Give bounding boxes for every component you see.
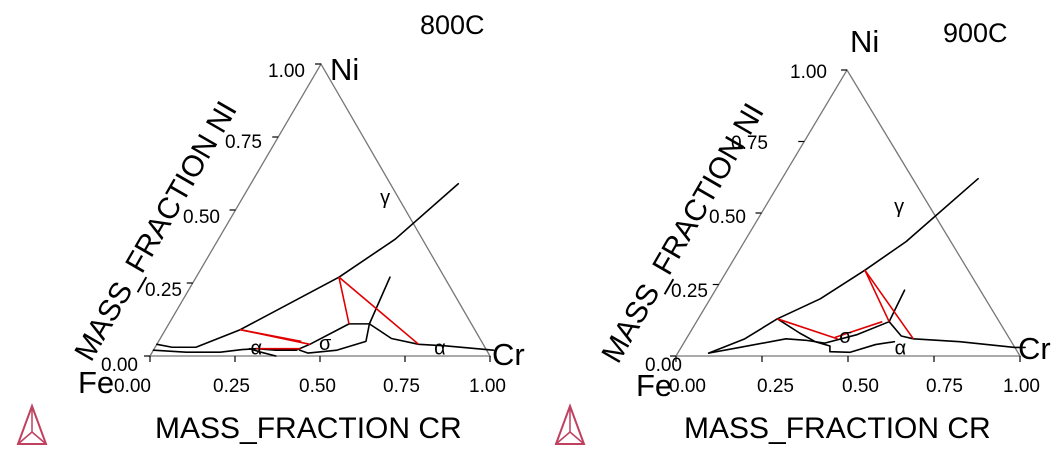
- phase-boundary-line: [298, 323, 371, 354]
- logo-icon: [16, 403, 48, 445]
- y-axis-label: MASS_FRACTION NI: [68, 96, 243, 367]
- phase-boundary-line: [707, 177, 979, 354]
- y-tick-label: 1.00: [790, 62, 827, 83]
- phase-label: σ: [319, 333, 332, 355]
- vertex-label-bottom-right: Cr: [1018, 331, 1051, 366]
- tie-line: [338, 276, 420, 345]
- ternary-diagram-900c: 900C Ni Fe Cr MASS_FRACTION CR MASS_FRAC…: [595, 18, 1050, 445]
- y-tick-label: 0.25: [671, 281, 708, 302]
- phase-boundary-line: [248, 347, 277, 357]
- phase-boundary-line: [368, 323, 495, 351]
- phase-label: γ: [380, 187, 390, 209]
- phase-boundary-line: [152, 347, 298, 354]
- tie-line: [864, 269, 890, 323]
- vertex-label-bottom-left: Fe: [636, 368, 672, 403]
- phase-label: γ: [894, 196, 904, 218]
- tie-line: [240, 328, 311, 346]
- tie-line: [864, 269, 914, 340]
- x-tick-label: 0.50: [299, 376, 336, 397]
- phase-boundary-line: [829, 340, 896, 354]
- chart-title: 900C: [943, 18, 1008, 48]
- phase-boundary-line: [823, 320, 890, 344]
- phase-boundary-line: [776, 318, 831, 347]
- ternary-diagram-800c: 800C Ni Fe Cr MASS_FRACTION CR MASS_FRAC…: [68, 10, 524, 445]
- x-tick-label: 0.75: [383, 376, 420, 397]
- y-tick-label: 0.00: [645, 355, 682, 376]
- chart-title: 800C: [420, 10, 485, 40]
- phase-boundary-line: [707, 338, 826, 354]
- phase-label: α: [895, 338, 907, 360]
- logo-icon: [554, 403, 586, 445]
- x-tick-label: 1.00: [1003, 376, 1040, 397]
- x-tick-label: 0.75: [926, 376, 963, 397]
- plot-area: γ α σ α: [144, 62, 495, 362]
- phase-boundary-line: [295, 323, 371, 351]
- phase-boundary-line: [156, 182, 460, 349]
- tie-line: [834, 320, 883, 339]
- phase-label: α: [434, 338, 446, 360]
- x-tick-label: 0.25: [213, 376, 250, 397]
- x-axis-label: MASS_FRACTION CR: [684, 412, 991, 445]
- phase-label: α: [250, 338, 262, 360]
- vertex-label-top: Ni: [330, 52, 359, 87]
- x-axis-label: MASS_FRACTION CR: [155, 412, 462, 445]
- x-tick-label: 0.25: [757, 376, 794, 397]
- y-tick-label: 1.00: [268, 61, 305, 82]
- y-tick-label: 0.75: [731, 133, 768, 154]
- y-tick-label: 0.25: [145, 280, 182, 301]
- phase-boundary-line: [368, 276, 391, 325]
- vertex-label-top: Ni: [850, 24, 879, 59]
- tie-line: [338, 276, 350, 325]
- phase-boundary-line: [888, 289, 906, 323]
- x-tick-label: 0.00: [114, 376, 151, 397]
- plot-area: γ σ α: [670, 68, 1026, 362]
- y-tick-label: 0.75: [225, 132, 262, 153]
- y-tick-label: 0.00: [101, 355, 138, 376]
- x-tick-label: 0.50: [842, 376, 879, 397]
- x-tick-label: 0.00: [669, 376, 706, 397]
- vertex-label-bottom-right: Cr: [492, 337, 525, 372]
- vertex-label-bottom-left: Fe: [78, 365, 114, 400]
- y-tick-label: 0.50: [709, 207, 746, 228]
- x-tick-label: 1.00: [469, 376, 506, 397]
- tie-line: [777, 318, 838, 340]
- phase-boundary-line: [888, 320, 1026, 349]
- phase-label: σ: [839, 326, 852, 348]
- y-tick-label: 0.50: [183, 207, 220, 228]
